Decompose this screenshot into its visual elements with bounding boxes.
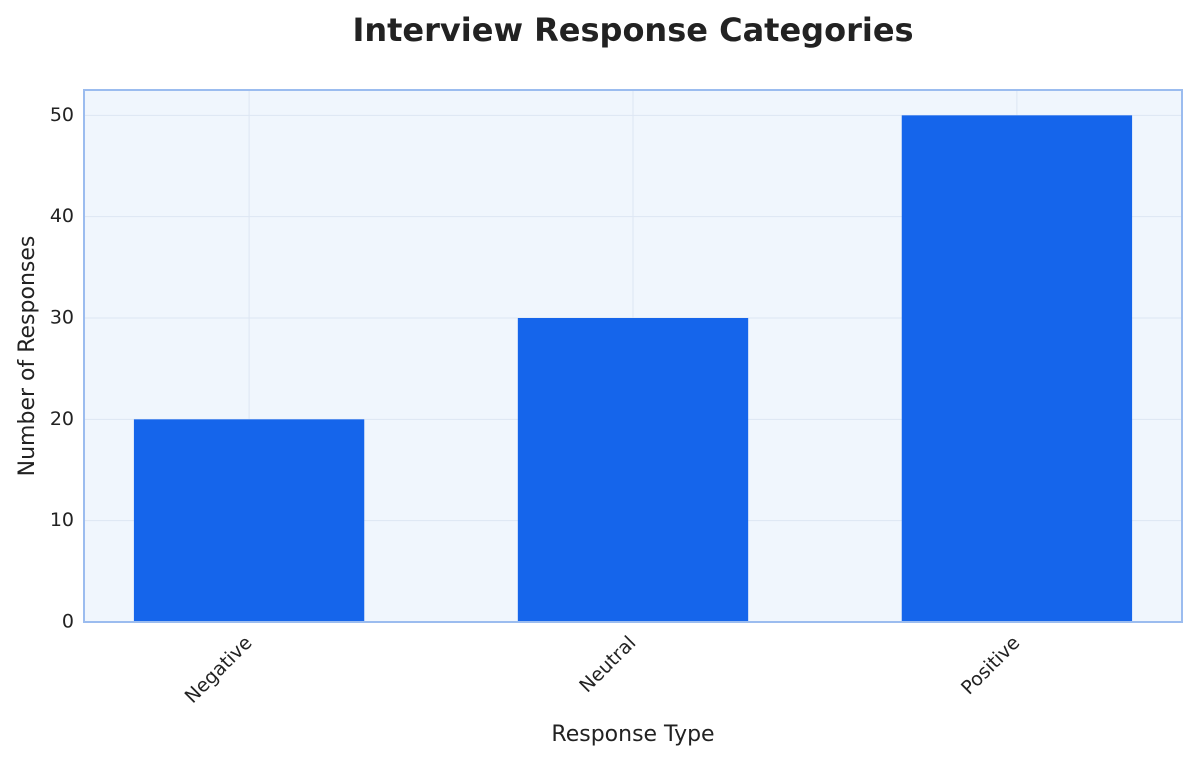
bar: [133, 419, 365, 622]
y-axis-label: Number of Responses: [15, 236, 40, 477]
y-tick-label: 0: [62, 611, 74, 633]
y-tick-label: 50: [50, 104, 74, 126]
chart-title: Interview Response Categories: [352, 11, 913, 49]
y-tick-label: 30: [50, 307, 74, 329]
y-tick-label: 40: [50, 205, 74, 227]
x-tick-label: Positive: [957, 632, 1024, 699]
x-tick-label: Negative: [181, 632, 257, 708]
x-axis-label: Response Type: [551, 722, 714, 747]
y-tick-label: 10: [50, 509, 74, 531]
y-tick-label: 20: [50, 408, 74, 430]
x-tick-label: Neutral: [575, 632, 640, 697]
plot-border: [83, 89, 1183, 623]
bar: [901, 115, 1133, 622]
bar: [517, 318, 749, 622]
